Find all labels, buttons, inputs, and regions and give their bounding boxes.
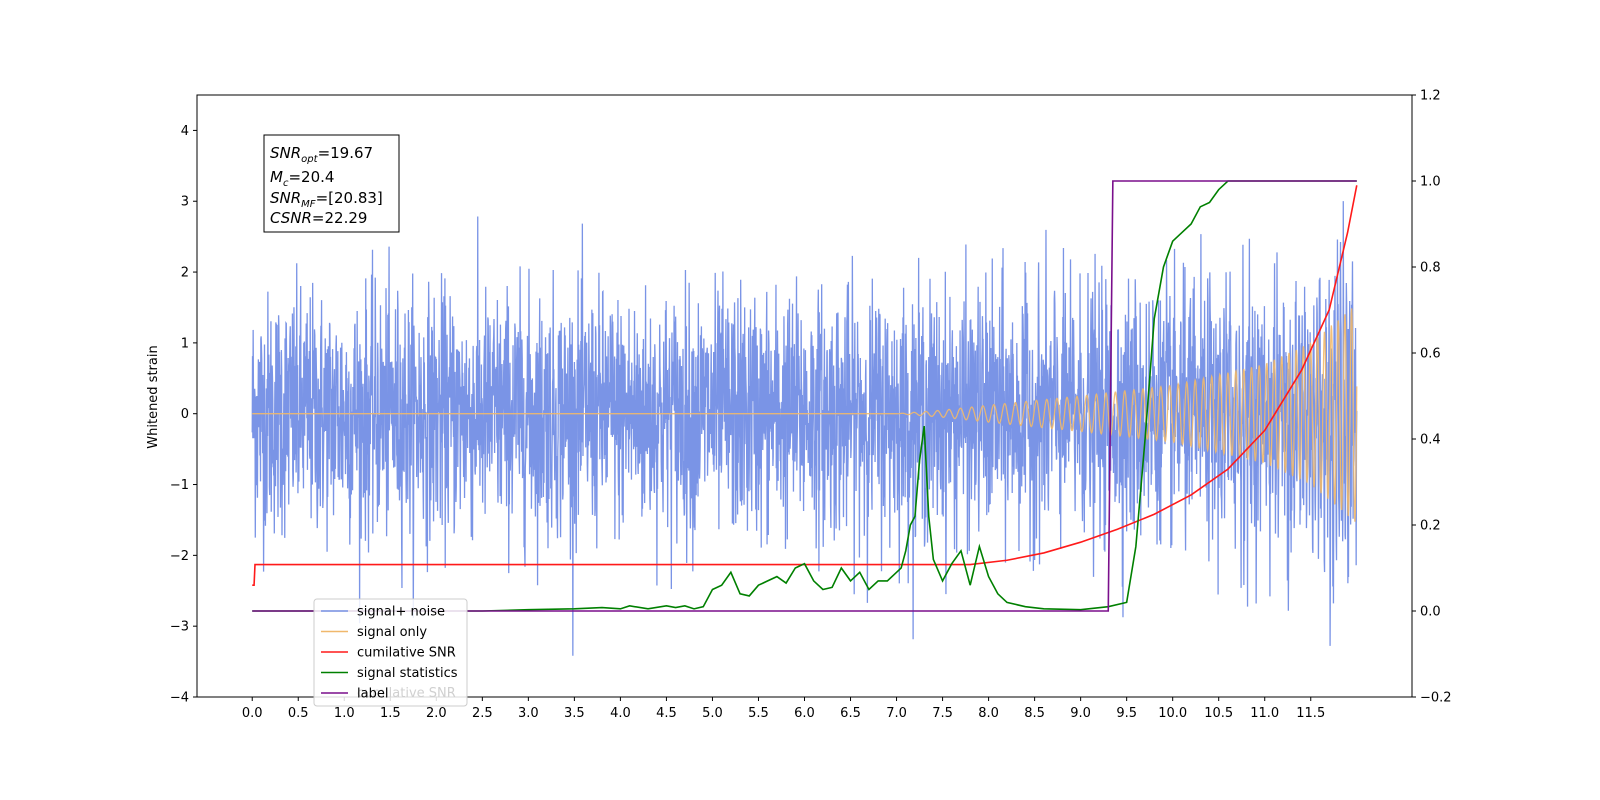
series-signal-only-line [252, 308, 1358, 522]
x-tick-label: 2.0 [426, 706, 447, 721]
x-tick-label: 10.5 [1204, 706, 1233, 721]
y-right-tick-label: 0.8 [1420, 261, 1441, 276]
y-right-tick-label: 1.0 [1420, 175, 1441, 190]
x-tick-label: 0.5 [288, 706, 309, 721]
legend-label: signal statistics [357, 666, 458, 681]
axes: 0.0 0.5 1.0 1.5 2.0 2.5 3.0 3.5 4.0 4.5 5.0 5.5 6.0 6… [170, 89, 1452, 722]
series-label-line [252, 180, 1357, 612]
x-tick-label: 7.0 [886, 706, 907, 721]
y-left-tick-label: 1 [181, 336, 189, 351]
x-tick-label: 1.5 [380, 706, 401, 721]
x-tick-label: 8.5 [1024, 706, 1045, 721]
series-signal-noise-line [251, 201, 1358, 656]
x-tick-label: 9.0 [1070, 706, 1091, 721]
y-left-tick-label: −1 [170, 478, 189, 493]
y-left-tick-label: 0 [181, 407, 189, 422]
x-tick-label: 6.0 [794, 706, 815, 721]
x-tick-label: 2.5 [472, 706, 493, 721]
x-tick-label: 5.0 [702, 706, 723, 721]
info-box: SNRopt=19.67 Mc=20.4 SNRMF=[20.83] CSNR=… [263, 134, 400, 233]
x-tick-label: 8.0 [978, 706, 999, 721]
y-right-tick-label: 0.6 [1420, 347, 1441, 362]
y-right-tick-label: −0.2 [1420, 691, 1452, 706]
y-left-tick-label: −4 [170, 691, 189, 706]
x-tick-label: 5.5 [748, 706, 769, 721]
x-tick-label: 4.0 [610, 706, 631, 721]
x-tick-label: 11.5 [1296, 706, 1325, 721]
x-tick-label: 0.0 [242, 706, 263, 721]
x-tick-label: 11.0 [1250, 706, 1279, 721]
y-left-tick-label: 3 [181, 195, 189, 210]
legend-label: cumilative SNR [357, 646, 456, 661]
x-tick-label: 3.0 [518, 706, 539, 721]
plot-area [251, 180, 1358, 656]
info-line-mc: Mc=20.4 [270, 168, 334, 189]
legend-ghost-text: cumilative SNR [357, 686, 456, 701]
legend-label: signal only [357, 625, 427, 640]
y-right-tick-label: 0.2 [1420, 519, 1441, 534]
x-tick-label: 10.0 [1158, 706, 1187, 721]
x-tick-label: 7.5 [932, 706, 953, 721]
series-signal-statistics-line [252, 180, 1357, 612]
y-left-tick-label: −2 [170, 549, 189, 564]
y-axis-label-left: Whitened strain [146, 345, 161, 448]
legend-label: label [357, 687, 388, 702]
info-line-snr-opt: SNRopt=19.67 [270, 144, 373, 165]
x-tick-label: 1.0 [334, 706, 355, 721]
x-tick-label: 4.5 [656, 706, 677, 721]
y-right-tick-label: 1.2 [1420, 89, 1441, 104]
y-left-tick-label: 2 [181, 266, 189, 281]
x-tick-label: 3.5 [564, 706, 585, 721]
legend: cumilative SNR signal+ noise signal only c… [313, 598, 468, 707]
info-line-csnr: CSNR=22.29 [270, 209, 367, 227]
x-tick-label: 9.5 [1116, 706, 1137, 721]
y-right-tick-label: 0.0 [1420, 605, 1441, 620]
x-tick-label: 6.5 [840, 706, 861, 721]
y-left-tick-label: 4 [181, 124, 189, 139]
info-line-snr-mf: SNRMF=[20.83] [270, 189, 383, 210]
y-left-tick-label: −3 [170, 620, 189, 635]
y-right-tick-label: 0.4 [1420, 433, 1441, 448]
series-cumulative-snr-line [252, 185, 1358, 586]
legend-label: signal+ noise [357, 605, 445, 620]
